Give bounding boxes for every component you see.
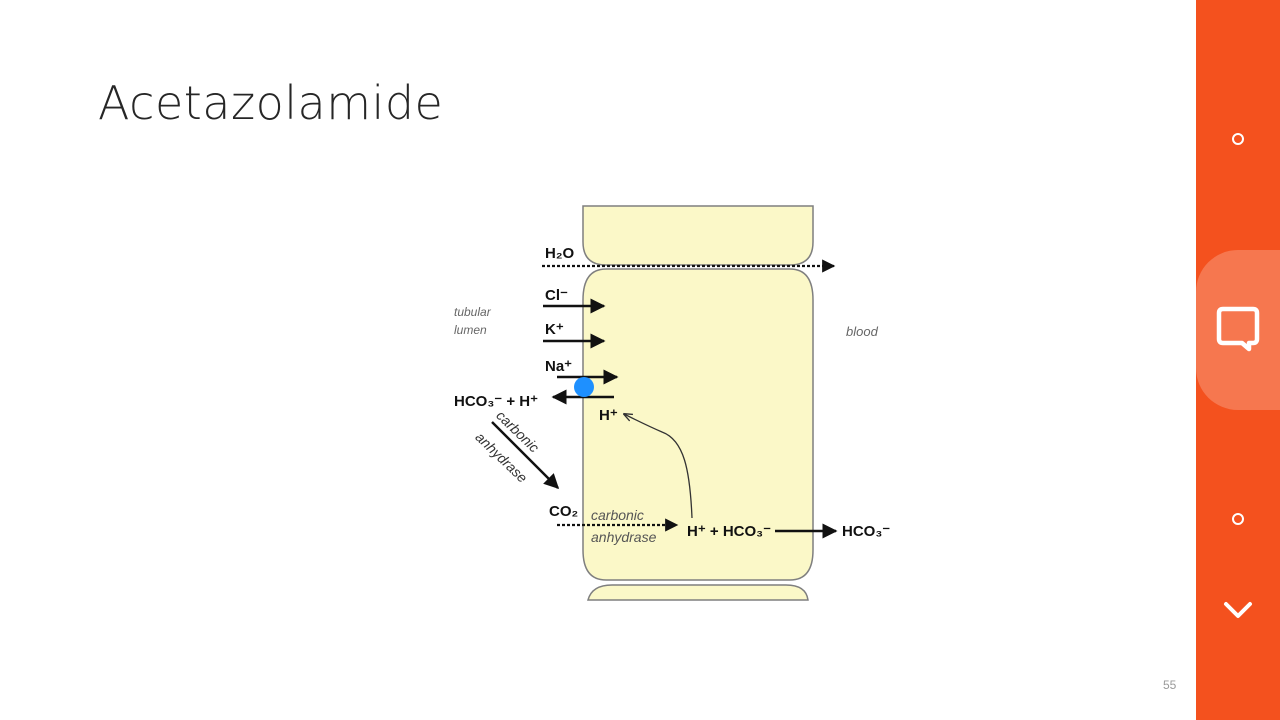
lumen-label: lumen (454, 323, 487, 337)
chevron-down-icon (1224, 602, 1252, 618)
cl-label: Cl⁻ (545, 287, 568, 304)
dot-icon (1232, 133, 1244, 145)
kidney-tubule-diagram: H₂O Cl⁻ K⁺ tubular lumen blood Na⁺ HCO₃⁻… (454, 205, 890, 601)
tubular-label: tubular (454, 305, 492, 319)
cell-anhydrase-label: anhydrase (591, 529, 657, 545)
cell-carbonic-label: carbonic (591, 507, 644, 523)
upper-cell (582, 205, 814, 266)
chat-button[interactable] (1196, 250, 1280, 410)
co2-label: CO₂ (549, 503, 578, 520)
lumen-ca-arrow (491, 421, 560, 490)
lower-cell (587, 584, 809, 601)
slide: Acetazolamide H₂O Cl⁻ K⁺ tubular lumen b… (98, 76, 1177, 692)
h2o-label: H₂O (545, 245, 574, 262)
blood-label: blood (846, 324, 879, 339)
slide-title: Acetazolamide (98, 76, 444, 130)
chat-icon (1216, 306, 1260, 352)
na-label: Na⁺ (545, 358, 572, 375)
h-hco3-cell-label: H⁺ + HCO₃⁻ (687, 523, 771, 540)
nav-dot-bottom-button[interactable] (1224, 505, 1252, 533)
main-cell (582, 268, 814, 581)
slide-number: 55 (1163, 678, 1177, 692)
side-navigation-rail (1196, 0, 1280, 720)
h-recycle-arrow (624, 414, 693, 519)
hco3-h-lumen-label: HCO₃⁻ + H⁺ (454, 393, 538, 410)
hco3-blood-label: HCO₃⁻ (842, 523, 890, 540)
dot-icon (1232, 513, 1244, 525)
exchanger-transporter (574, 377, 594, 397)
nav-dot-top-button[interactable] (1224, 125, 1252, 153)
h-inside-label: H⁺ (599, 407, 618, 424)
next-slide-button[interactable] (1220, 592, 1256, 628)
k-label: K⁺ (545, 321, 564, 338)
